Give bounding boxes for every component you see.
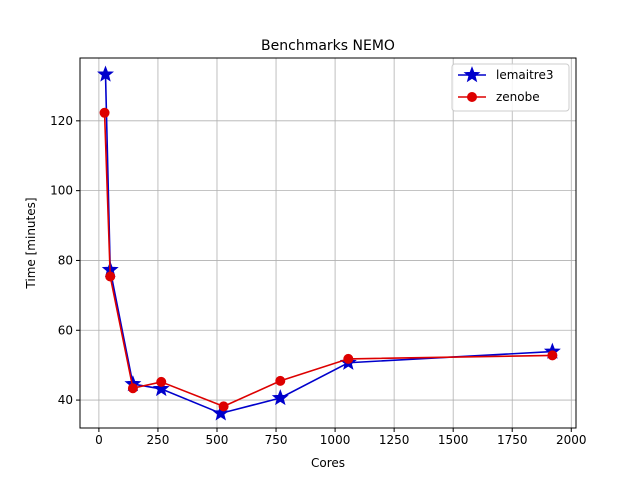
x-tick-label: 1250 [379, 433, 410, 447]
grid-lines [80, 58, 576, 428]
legend-label: lemaitre3 [496, 68, 554, 82]
data-point [152, 380, 170, 397]
legend-entries: lemaitre3 zenobe [458, 66, 554, 104]
data-point [156, 376, 167, 387]
y-tick-label: 100 [50, 184, 73, 198]
legend: lemaitre3 zenobe [451, 63, 570, 112]
x-tick-label: 1500 [438, 433, 469, 447]
data-point [547, 350, 558, 361]
x-tick-label: 750 [265, 433, 288, 447]
y-tick-label: 80 [58, 253, 73, 267]
series-zenobe [99, 107, 558, 412]
data-point [275, 375, 286, 386]
legend-marker [467, 92, 477, 102]
y-tick-label: 120 [50, 114, 73, 128]
series-layer [97, 65, 561, 421]
data-point [218, 401, 229, 412]
series-line [103, 112, 553, 408]
legend-marker [463, 66, 481, 83]
data-point [212, 404, 230, 421]
data-point [105, 271, 116, 282]
x-axis-label: Cores [311, 456, 345, 470]
legend-entry: lemaitre3 [458, 66, 554, 83]
series-line [104, 74, 553, 415]
legend-label: zenobe [496, 90, 540, 104]
data-point [97, 65, 114, 82]
data-point [127, 383, 138, 394]
y-tick-label: 60 [58, 323, 73, 337]
x-tick-label: 0 [95, 433, 103, 447]
chart-title: Benchmarks NEMO [261, 38, 395, 54]
legend-entry: zenobe [458, 90, 540, 104]
y-axis-label: Time [minutes] [24, 197, 38, 289]
x-tick-label: 1000 [320, 433, 351, 447]
x-tick-label: 2000 [556, 433, 587, 447]
x-tick-label: 250 [146, 433, 169, 447]
plot-area-frame [79, 57, 577, 429]
data-point [99, 107, 110, 118]
data-point [343, 353, 354, 364]
y-tick-label: 40 [58, 393, 73, 407]
x-tick-label: 500 [206, 433, 229, 447]
axis-ticks: 0 250 500 750 1000 1250 1500 1750 2000 40 60 80 100 1… [50, 114, 586, 447]
x-tick-label: 1750 [497, 433, 528, 447]
data-point [271, 389, 289, 406]
